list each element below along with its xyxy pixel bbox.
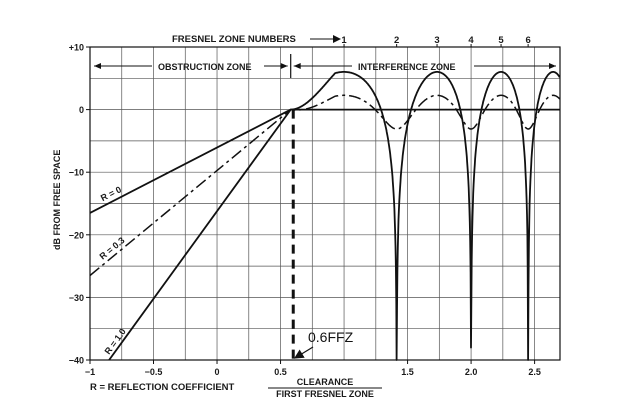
- series: R = 0R = 0.3R = 1.0: [89, 71, 561, 361]
- x-tick-label: −0.5: [145, 367, 163, 377]
- obstruction-arrowhead-left: [94, 63, 101, 69]
- fresnel-zone-numbers: 1 2 3 4 5 6: [341, 35, 531, 47]
- y-tick-label: −20: [69, 230, 84, 240]
- zone-label-interference: INTERFERENCE ZONE: [358, 62, 456, 72]
- y-axis-label: dB FROM FREE SPACE: [52, 150, 62, 250]
- x-tick-label: −1: [85, 367, 95, 377]
- clearance-annotation: 0.6FFZ: [308, 329, 354, 345]
- fresnel-zone-number: 1: [341, 35, 347, 46]
- series-line: [89, 108, 561, 214]
- fresnel-zone-number: 5: [498, 35, 504, 46]
- x-tick-label: 2.0: [465, 367, 478, 377]
- fresnel-zone-number: 4: [468, 35, 474, 46]
- x-tick-label: 1.5: [401, 367, 414, 377]
- y-ticks: +10 0 −10 −20 −30 −40: [69, 43, 90, 366]
- x-tick-label: 0: [215, 367, 220, 377]
- zone-arrows: [94, 54, 556, 78]
- fresnel-zone-number: 2: [394, 35, 399, 46]
- interference-arrowhead-right: [549, 63, 556, 69]
- x-label-bottom: FIRST FRESNEL ZONE: [276, 389, 374, 399]
- reflection-coefficient-note: R = REFLECTION COEFFICIENT: [90, 382, 235, 393]
- x-ticks: −1 −0.5 0 0.5 1.5 2.0 2.5: [85, 360, 541, 377]
- zone-label-obstruction: OBSTRUCTION ZONE: [158, 62, 252, 72]
- y-tick-label: +10: [69, 43, 84, 53]
- fresnel-zone-number: 3: [434, 35, 439, 46]
- y-tick-label: 0: [79, 105, 84, 115]
- clearance-annotation-arrow: [293, 346, 314, 359]
- obstruction-arrowhead-right: [280, 63, 288, 69]
- series-line: [108, 71, 561, 361]
- y-tick-label: −30: [69, 293, 84, 303]
- fresnel-zone-number: 6: [525, 35, 530, 46]
- series-label: R = 0: [99, 184, 123, 203]
- fresnel-header: FRESNEL ZONE NUMBERS: [172, 34, 296, 45]
- y-tick-label: −10: [69, 168, 84, 178]
- y-tick-label: −40: [69, 356, 84, 366]
- series-line: [89, 94, 561, 277]
- interference-arrowhead-left: [293, 63, 301, 69]
- plot-frame: [89, 46, 561, 361]
- x-label-top: CLEARANCE: [297, 377, 354, 387]
- x-tick-label: 0.5: [274, 367, 287, 377]
- x-tick-label: 2.5: [528, 367, 541, 377]
- grid: [90, 47, 560, 360]
